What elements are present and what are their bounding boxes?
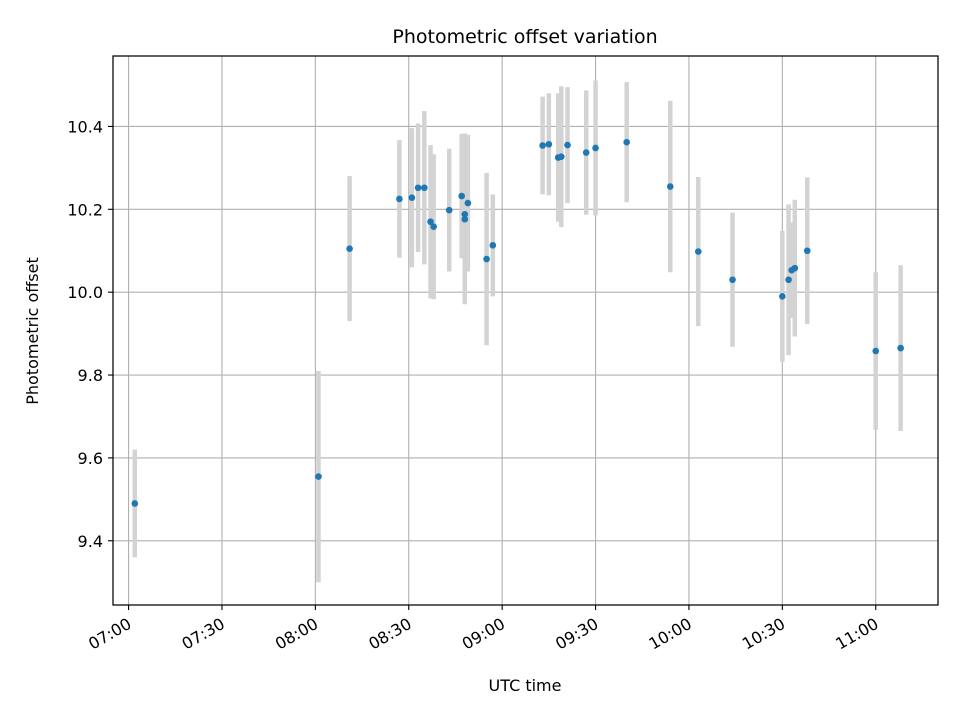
- y-tick-label: 10.2: [67, 200, 103, 219]
- data-point: [489, 242, 497, 249]
- data-point: [623, 138, 630, 146]
- data-point: [131, 500, 139, 507]
- y-tick-label: 9.8: [78, 366, 103, 385]
- y-tick-label: 9.4: [78, 532, 103, 551]
- chart-title: Photometric offset variation: [392, 26, 657, 48]
- data-point: [539, 142, 546, 149]
- data-point: [564, 141, 571, 149]
- data-point: [461, 210, 469, 218]
- data-point: [872, 347, 880, 355]
- y-axis-label: Photometric offset: [23, 257, 42, 405]
- data-point: [897, 344, 904, 352]
- x-axis-label: UTC time: [489, 676, 562, 695]
- data-point: [729, 276, 736, 284]
- plot-frame: [112, 55, 939, 606]
- y-tick-label: 10.4: [67, 117, 103, 136]
- data-point: [461, 215, 469, 223]
- data-point: [430, 223, 437, 231]
- point-layer: [131, 138, 904, 507]
- data-point: [414, 184, 422, 192]
- data-point: [458, 192, 465, 200]
- data-point: [779, 293, 786, 300]
- data-point: [558, 153, 565, 160]
- y-tick-label: 9.6: [78, 449, 103, 468]
- data-point: [791, 264, 799, 272]
- data-point: [803, 247, 811, 255]
- data-point: [315, 473, 322, 480]
- data-point: [408, 194, 416, 202]
- y-tick-label: 10.0: [67, 283, 103, 302]
- data-point: [346, 245, 353, 252]
- data-point: [694, 248, 702, 255]
- data-point: [445, 206, 453, 214]
- data-point: [421, 184, 428, 192]
- y-axis: 9.4 9.6 9.8 10.0 10.2 10.4: [67, 117, 113, 551]
- data-point: [592, 144, 599, 152]
- data-point: [464, 199, 472, 207]
- data-point: [483, 255, 490, 263]
- data-point: [582, 149, 590, 156]
- data-point: [427, 218, 434, 226]
- data-point: [785, 276, 792, 284]
- data-point: [396, 195, 403, 203]
- data-point: [545, 140, 553, 148]
- data-point: [666, 183, 674, 190]
